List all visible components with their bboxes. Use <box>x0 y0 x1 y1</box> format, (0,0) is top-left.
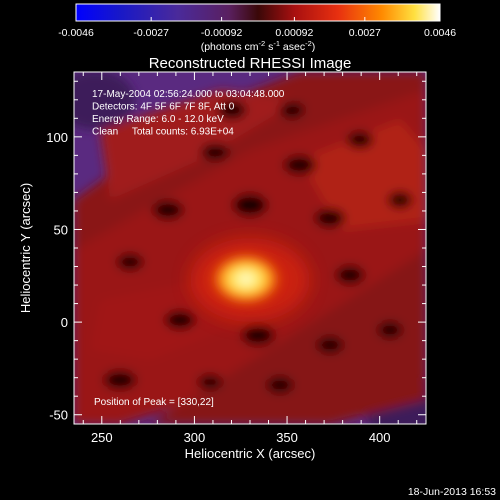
x-tick-label: 400 <box>369 430 391 445</box>
x-tick-label: 350 <box>276 430 298 445</box>
y-tick-label: 100 <box>46 130 68 145</box>
x-tick-label: 250 <box>91 430 113 445</box>
colorbar-tick-label: 0.0027 <box>349 27 381 39</box>
colorbar-tick-label: -0.0027 <box>133 27 169 39</box>
peak-position-label: Position of Peak = [330,22] <box>94 397 214 408</box>
colorbar-units: (photons cm-2 s-1 asec-2) <box>201 39 316 53</box>
info-line: Clean Total counts: 6.93E+04 <box>92 127 234 138</box>
x-tick-label: 300 <box>184 430 206 445</box>
y-axis-label: Heliocentric Y (arcsec) <box>18 183 33 313</box>
colorbar-tick-label: -0.00092 <box>201 27 243 39</box>
x-axis-ticks: 250 300 350 400 <box>82 72 418 445</box>
info-line: Detectors: 4F 5F 6F 7F 8F, Att 0 <box>92 102 235 113</box>
y-tick-label: 50 <box>54 222 68 237</box>
colorbar-tick-label: 0.0046 <box>424 27 456 39</box>
observation-info: 17-May-2004 02:56:24.000 to 03:04:48.000… <box>92 89 285 138</box>
y-axis-ticks: -50 0 50 100 <box>46 80 426 423</box>
info-line: Energy Range: 6.0 - 12.0 keV <box>92 114 224 125</box>
footer-date: 18-Jun-2013 16:53 <box>408 486 496 498</box>
y-tick-label: -50 <box>49 408 68 423</box>
y-tick-label: 0 <box>61 315 68 330</box>
colorbar-ticks: -0.0046 -0.0027 -0.00092 0.00092 0.0027 0.004… <box>58 17 456 39</box>
colorbar <box>75 3 441 22</box>
chart-title: Reconstructed RHESSI Image <box>149 55 352 72</box>
info-line: 17-May-2004 02:56:24.000 to 03:04:48.000 <box>92 89 285 100</box>
heatmap-image <box>74 72 426 424</box>
colorbar-tick-label: 0.00092 <box>275 27 313 39</box>
x-axis-label: Heliocentric X (arcsec) <box>185 446 316 461</box>
colorbar-tick-label: -0.0046 <box>58 27 94 39</box>
